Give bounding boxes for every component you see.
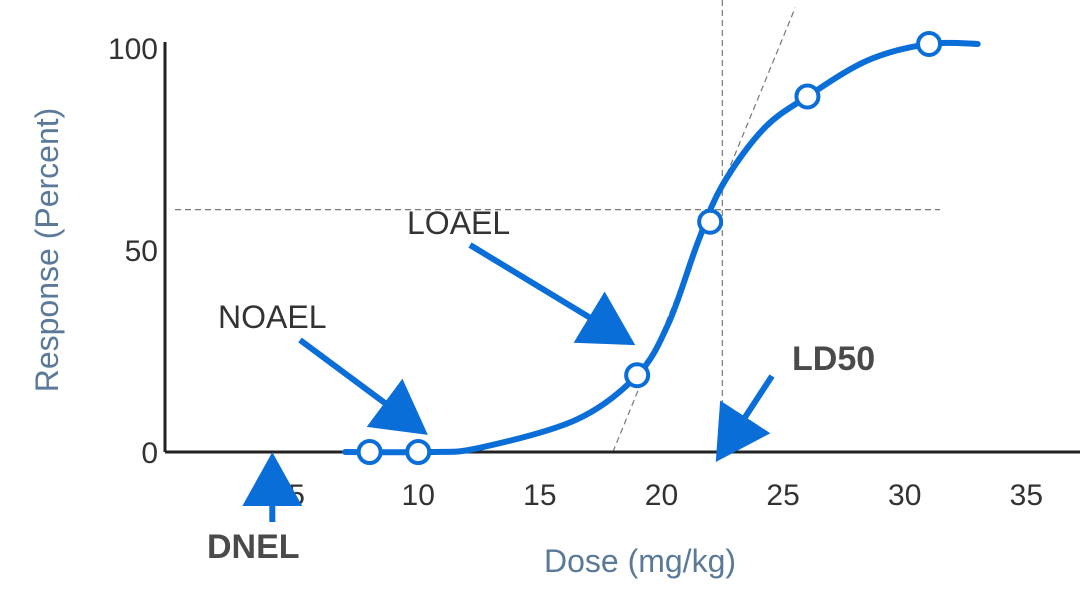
x-tick-label: 30 xyxy=(888,479,921,512)
y-axis-title: Response (Percent) xyxy=(29,108,65,393)
x-tick-label: 35 xyxy=(1010,479,1043,512)
x-axis-title: Dose (mg/kg) xyxy=(544,543,736,579)
x-tick-label: 5 xyxy=(288,479,305,512)
data-point xyxy=(794,83,821,110)
annotation-arrows xyxy=(242,242,775,522)
noael-arrow xyxy=(298,337,428,435)
data-point xyxy=(697,208,724,235)
dnel-label: DNEL xyxy=(207,528,300,566)
y-tick-label: 100 xyxy=(108,33,158,66)
ld50-arrow xyxy=(715,374,775,463)
x-tick-label: 10 xyxy=(402,479,435,512)
loael-label: LOAEL xyxy=(407,205,510,241)
axes: 0 50 100 5 10 15 20 25 30 35 xyxy=(108,33,1080,512)
data-point xyxy=(356,439,383,465)
response-curve xyxy=(342,39,981,456)
y-tick-label: 50 xyxy=(125,235,158,268)
labels: Response (Percent) Dose (mg/kg) NOAEL LO… xyxy=(29,108,875,579)
ld50-label: LD50 xyxy=(792,340,875,378)
dose-response-line xyxy=(342,39,981,456)
loael-arrow xyxy=(468,242,636,346)
x-tick-label: 15 xyxy=(523,479,556,512)
data-point xyxy=(624,362,651,389)
reference-lines xyxy=(175,0,940,453)
data-point xyxy=(916,30,943,57)
x-tick-label: 20 xyxy=(645,479,678,512)
data-markers xyxy=(356,30,943,465)
y-tick-label: 0 xyxy=(141,437,158,470)
x-tick-label: 25 xyxy=(766,479,799,512)
data-point xyxy=(405,439,432,465)
noael-label: NOAEL xyxy=(218,299,326,335)
